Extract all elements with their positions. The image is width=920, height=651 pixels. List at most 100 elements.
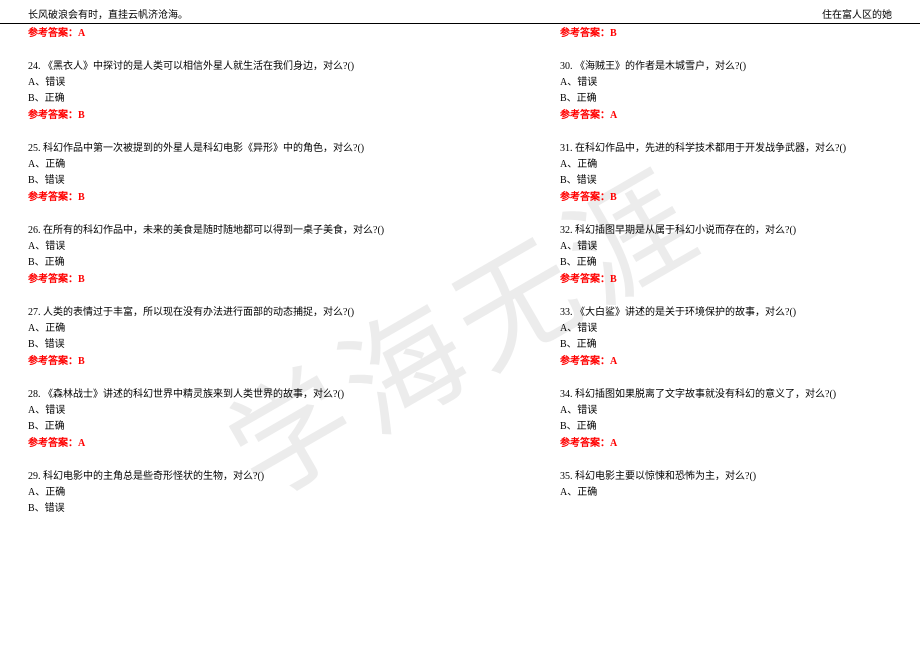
answer-line: 参考答案：B [28, 354, 440, 369]
option-b: B、正确 [28, 91, 440, 106]
answer-line: 参考答案：B [560, 26, 892, 41]
option-a: A、错误 [560, 239, 892, 254]
question-number: 25. [28, 143, 41, 154]
content-area: 参考答案：A 24. 《黑衣人》中探讨的是人类可以相信外星人就生活在我们身边，对… [0, 24, 920, 520]
answer-value: A [610, 356, 617, 367]
answer-line: 参考答案：A [560, 354, 892, 369]
option-a: A、错误 [28, 403, 440, 418]
question-stem: 《海贼王》的作者是木城雪户，对么?() [575, 61, 746, 72]
answer-label: 参考答案： [28, 356, 78, 367]
option-b: B、错误 [28, 501, 440, 516]
question-text: 35. 科幻电影主要以惊悚和恐怖为主，对么?() [560, 469, 892, 484]
answer-value: A [610, 438, 617, 449]
question-stem: 科幻电影主要以惊悚和恐怖为主，对么?() [575, 471, 756, 482]
question-block: 32. 科幻插图早期是从属于科幻小说而存在的，对么?() A、错误 B、正确 参… [560, 223, 892, 287]
option-a: A、正确 [560, 157, 892, 172]
question-text: 25. 科幻作品中第一次被提到的外星人是科幻电影《异形》中的角色，对么?() [28, 141, 440, 156]
header-left-text: 长风破浪会有时，直挂云帆济沧海。 [28, 6, 188, 21]
answer-line: 参考答案：B [28, 108, 440, 123]
question-number: 34. [560, 389, 573, 400]
answer-label: 参考答案： [28, 110, 78, 121]
question-block: 35. 科幻电影主要以惊悚和恐怖为主，对么?() A、正确 [560, 469, 892, 500]
question-text: 34. 科幻插图如果脱离了文字故事就没有科幻的意义了，对么?() [560, 387, 892, 402]
option-b: B、错误 [28, 173, 440, 188]
answer-label: 参考答案： [560, 274, 610, 285]
answer-line: 参考答案：B [560, 272, 892, 287]
question-block: 33. 《大白鲨》讲述的是关于环境保护的故事，对么?() A、错误 B、正确 参… [560, 305, 892, 369]
option-a: A、错误 [560, 403, 892, 418]
question-number: 31. [560, 143, 573, 154]
answer-value: A [78, 28, 85, 39]
answer-line: 参考答案：B [560, 190, 892, 205]
answer-line: 参考答案：B [28, 190, 440, 205]
option-b: B、正确 [560, 255, 892, 270]
header-right-text: 住在富人区的她 [822, 6, 892, 21]
question-block: 29. 科幻电影中的主角总是些奇形怪状的生物，对么?() A、正确 B、错误 [28, 469, 440, 516]
option-b: B、错误 [28, 337, 440, 352]
question-text: 31. 在科幻作品中，先进的科学技术都用于开发战争武器，对么?() [560, 141, 892, 156]
option-b: B、正确 [28, 419, 440, 434]
option-a: A、正确 [28, 321, 440, 336]
question-stem: 《黑衣人》中探讨的是人类可以相信外星人就生活在我们身边，对么?() [43, 61, 354, 72]
answer-line: 参考答案：B [28, 272, 440, 287]
answer-label: 参考答案： [28, 274, 78, 285]
answer-line: 参考答案：A [560, 436, 892, 451]
question-number: 28. [28, 389, 41, 400]
question-stem: 在所有的科幻作品中，未来的美食是随时随地都可以得到一桌子美食，对么?() [43, 225, 384, 236]
page-header: 长风破浪会有时，直挂云帆济沧海。 住在富人区的她 [0, 0, 920, 24]
question-stem: 在科幻作品中，先进的科学技术都用于开发战争武器，对么?() [575, 143, 846, 154]
question-number: 35. [560, 471, 573, 482]
option-a: A、正确 [560, 485, 892, 500]
answer-label: 参考答案： [560, 438, 610, 449]
answer-value: B [78, 356, 85, 367]
option-b: B、正确 [28, 255, 440, 270]
answer-value: B [78, 192, 85, 203]
option-b: B、正确 [560, 419, 892, 434]
question-text: 24. 《黑衣人》中探讨的是人类可以相信外星人就生活在我们身边，对么?() [28, 59, 440, 74]
question-text: 27. 人类的表情过于丰富，所以现在没有办法进行面部的动态捕捉，对么?() [28, 305, 440, 320]
answer-label: 参考答案： [28, 438, 78, 449]
question-number: 33. [560, 307, 573, 318]
option-b: B、错误 [560, 173, 892, 188]
question-number: 29. [28, 471, 41, 482]
question-block: 31. 在科幻作品中，先进的科学技术都用于开发战争武器，对么?() A、正确 B… [560, 141, 892, 205]
question-block: 34. 科幻插图如果脱离了文字故事就没有科幻的意义了，对么?() A、错误 B、… [560, 387, 892, 451]
answer-value: B [610, 192, 617, 203]
answer-line: 参考答案：A [28, 26, 440, 41]
option-a: A、错误 [28, 239, 440, 254]
question-stem: 科幻作品中第一次被提到的外星人是科幻电影《异形》中的角色，对么?() [43, 143, 364, 154]
question-number: 32. [560, 225, 573, 236]
question-text: 30. 《海贼王》的作者是木城雪户，对么?() [560, 59, 892, 74]
question-number: 24. [28, 61, 41, 72]
option-a: A、错误 [560, 321, 892, 336]
question-block: 25. 科幻作品中第一次被提到的外星人是科幻电影《异形》中的角色，对么?() A… [28, 141, 440, 205]
left-column: 参考答案：A 24. 《黑衣人》中探讨的是人类可以相信外星人就生活在我们身边，对… [28, 26, 460, 518]
answer-line: 参考答案：A [28, 436, 440, 451]
answer-value: B [610, 28, 617, 39]
question-stem: 科幻插图如果脱离了文字故事就没有科幻的意义了，对么?() [575, 389, 836, 400]
question-stem: 人类的表情过于丰富，所以现在没有办法进行面部的动态捕捉，对么?() [43, 307, 354, 318]
answer-label: 参考答案： [28, 28, 78, 39]
question-text: 29. 科幻电影中的主角总是些奇形怪状的生物，对么?() [28, 469, 440, 484]
question-block: 26. 在所有的科幻作品中，未来的美食是随时随地都可以得到一桌子美食，对么?()… [28, 223, 440, 287]
option-a: A、正确 [28, 485, 440, 500]
question-text: 33. 《大白鲨》讲述的是关于环境保护的故事，对么?() [560, 305, 892, 320]
option-a: A、正确 [28, 157, 440, 172]
question-block: 28. 《森林战士》讲述的科幻世界中精灵族来到人类世界的故事，对么?() A、错… [28, 387, 440, 451]
answer-label: 参考答案： [28, 192, 78, 203]
right-column: 参考答案：B 30. 《海贼王》的作者是木城雪户，对么?() A、错误 B、正确… [460, 26, 892, 518]
question-block: 30. 《海贼王》的作者是木城雪户，对么?() A、错误 B、正确 参考答案：A [560, 59, 892, 123]
question-stem: 《森林战士》讲述的科幻世界中精灵族来到人类世界的故事，对么?() [43, 389, 344, 400]
question-stem: 科幻插图早期是从属于科幻小说而存在的，对么?() [575, 225, 796, 236]
option-b: B、正确 [560, 337, 892, 352]
question-stem: 科幻电影中的主角总是些奇形怪状的生物，对么?() [43, 471, 264, 482]
question-block: 27. 人类的表情过于丰富，所以现在没有办法进行面部的动态捕捉，对么?() A、… [28, 305, 440, 369]
option-b: B、正确 [560, 91, 892, 106]
question-text: 32. 科幻插图早期是从属于科幻小说而存在的，对么?() [560, 223, 892, 238]
option-a: A、错误 [28, 75, 440, 90]
answer-line: 参考答案：A [560, 108, 892, 123]
question-text: 26. 在所有的科幻作品中，未来的美食是随时随地都可以得到一桌子美食，对么?() [28, 223, 440, 238]
option-a: A、错误 [560, 75, 892, 90]
question-number: 27. [28, 307, 41, 318]
answer-label: 参考答案： [560, 28, 610, 39]
